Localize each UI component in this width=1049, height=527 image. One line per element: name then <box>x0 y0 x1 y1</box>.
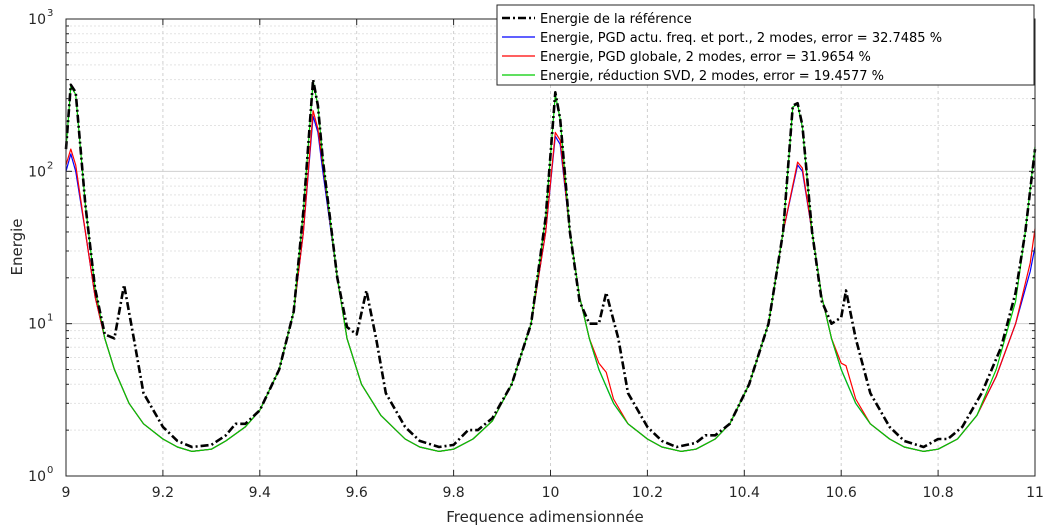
x-tick-label: 10.2 <box>632 485 663 501</box>
y-tick-label: 10 3 <box>28 8 53 28</box>
x-tick-labels: 9 9.2 9.4 9.6 9.8 10 10.2 10.4 10.6 10.8 11 <box>62 485 1044 501</box>
x-axis-label: Frequence adimensionnée <box>446 508 643 526</box>
x-tick-label: 10.4 <box>729 485 760 501</box>
x-tick-label: 9.4 <box>249 485 271 501</box>
y-tick-base: 10 <box>28 164 46 180</box>
x-tick-label: 9 <box>62 485 71 501</box>
legend: Energie de la référence Energie, PGD actu… <box>496 4 1035 86</box>
legend-entry: Energie, PGD globale, 2 modes, error = 3… <box>540 50 871 65</box>
x-tick-label: 10 <box>542 485 560 501</box>
y-tick-base: 10 <box>28 469 46 485</box>
y-tick-exponent: 0 <box>47 465 53 476</box>
series-line-0 <box>64 78 1037 449</box>
legend-entry: Energie de la référence <box>540 12 692 27</box>
y-axis-label: Energie <box>8 218 26 275</box>
y-tick-label: 10 0 <box>28 465 53 485</box>
legend-box <box>496 4 1035 86</box>
x-tick-label: 9.2 <box>152 485 174 501</box>
x-tick-label: 10.8 <box>923 485 954 501</box>
x-tick-label: 9.6 <box>346 485 368 501</box>
y-tick-exponent: 3 <box>47 8 53 19</box>
x-tick-label: 10.6 <box>826 485 857 501</box>
y-tick-base: 10 <box>28 12 46 28</box>
y-tick-exponent: 2 <box>47 160 53 171</box>
x-tick-label: 11 <box>1026 485 1044 501</box>
y-tick-base: 10 <box>28 317 46 333</box>
y-tick-label: 10 2 <box>28 160 53 180</box>
y-tick-label: 10 1 <box>28 313 53 333</box>
legend-entry: Energie, PGD actu. freq. et port., 2 mod… <box>540 31 942 46</box>
x-tick-label: 9.8 <box>442 485 464 501</box>
series-layer <box>64 78 1037 452</box>
y-tick-exponent: 1 <box>47 313 53 324</box>
legend-entry: Energie, réduction SVD, 2 modes, error =… <box>540 69 884 84</box>
